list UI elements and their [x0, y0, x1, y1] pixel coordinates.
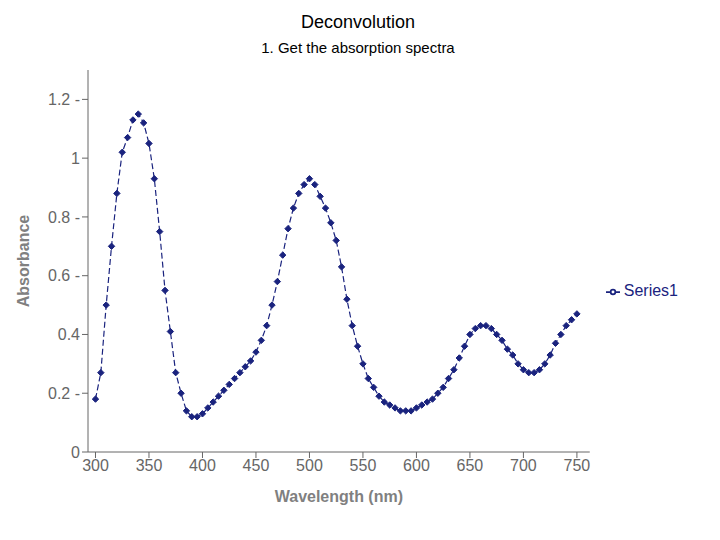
svg-text:700: 700 [510, 457, 537, 474]
svg-text:750: 750 [564, 457, 591, 474]
svg-text:450: 450 [243, 457, 270, 474]
svg-text:550: 550 [350, 457, 377, 474]
svg-text:1: 1 [71, 150, 80, 167]
svg-text:350: 350 [136, 457, 163, 474]
svg-text:600: 600 [403, 457, 430, 474]
svg-text:300: 300 [82, 457, 109, 474]
svg-text:0: 0 [71, 444, 80, 461]
svg-text:Wavelength (nm): Wavelength (nm) [275, 488, 403, 505]
svg-text:650: 650 [457, 457, 484, 474]
svg-text:1.2 -: 1.2 - [48, 91, 80, 108]
html-text:Series1: Series1 [623, 282, 678, 299]
svg-text:0.4: 0.4 [58, 326, 80, 343]
svg-text:400: 400 [189, 457, 216, 474]
html-text:Deconvolution: Deconvolution [301, 12, 415, 32]
html-text:1. Get the absorption spectra: 1. Get the absorption spectra [261, 39, 455, 56]
svg-text:0.6 -: 0.6 - [48, 267, 80, 284]
svg-text:0.8 -: 0.8 - [48, 209, 80, 226]
svg-text:500: 500 [296, 457, 323, 474]
svg-text:Absorbance: Absorbance [15, 215, 32, 308]
svg-text:0.2 -: 0.2 - [48, 385, 80, 402]
